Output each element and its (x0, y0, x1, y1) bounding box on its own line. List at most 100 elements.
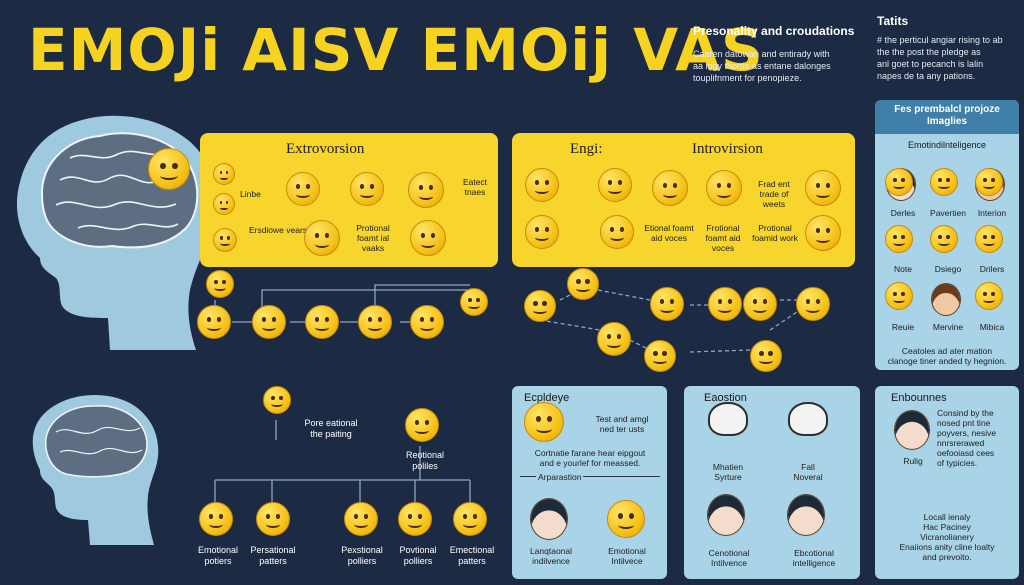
person-avatar-icon (530, 498, 568, 540)
panel-b-title: Eaostion (704, 392, 747, 404)
label-line: indilvence (532, 556, 570, 566)
panel-c-avatar-label: Rulig (903, 456, 923, 466)
text-line: poyvers, nesive (937, 428, 997, 438)
right-panel-label: Drilers (979, 264, 1005, 274)
emoji-face-icon (256, 502, 290, 536)
emoji-face-icon (607, 500, 645, 538)
emoji-face-icon (350, 172, 384, 206)
right-panel-footer: Ceatoles ad ater mation clanoge tiner an… (879, 346, 1015, 366)
label-line: the paiting (310, 429, 352, 439)
label-line: Intilvence (711, 558, 747, 568)
right-panel-label: Pavertien (930, 208, 966, 218)
label-line: polliers (403, 556, 433, 566)
header-line: Caaren datowan and entirady with (693, 49, 830, 59)
emoji-face-icon (652, 170, 688, 206)
extroversion-title: Extrovorsion (286, 141, 365, 157)
label-line: Emectional (449, 545, 495, 555)
text-line: Test and amgl (595, 414, 649, 424)
panel-b-label: Ebcotional intelligence (772, 548, 856, 568)
bottom-label-reotional: Reotional poliles (405, 450, 445, 471)
label-line: Povtional (399, 545, 437, 555)
emoji-face-icon (199, 502, 233, 536)
emoji-face-icon (750, 340, 782, 372)
extroversion-label: Eatect tnaes (462, 177, 488, 197)
text-line: ned ter usts (599, 424, 645, 434)
label-line: Lanqtaonal (529, 546, 573, 556)
label-line: Noveral (793, 472, 823, 482)
panel-enbounnes: Enbounnes Rulig Consind by the nosed pnt… (875, 386, 1019, 579)
header-line: anl goet to pecanch is lalin (877, 59, 984, 69)
emoji-face-icon (398, 502, 432, 536)
panel-c-text: Consind by the nosed pnt tine poyvers, n… (937, 408, 1017, 468)
text-line: Hac Paciney (923, 522, 971, 532)
emoji-face-icon (975, 225, 1003, 253)
emoji-face-icon (975, 282, 1003, 310)
header-line: the the post the pledge as (877, 47, 981, 57)
emoji-face-icon (358, 305, 392, 339)
header-line: touplifnment for penopieze. (693, 73, 802, 83)
emoji-face-icon (567, 268, 599, 300)
emoji-face-icon (975, 168, 1003, 196)
label-line: Mhatien (712, 462, 744, 472)
label-line: Persational (250, 545, 296, 555)
emoji-face-icon (405, 408, 439, 442)
text-line: and e yourlef for meassed. (539, 458, 641, 468)
label-line: Ebcotional (794, 548, 834, 558)
label-line: polliers (347, 556, 377, 566)
person-avatar-icon (787, 494, 825, 536)
emoji-face-icon (930, 168, 958, 196)
emoji-face-icon (305, 305, 339, 339)
person-avatar-icon (707, 494, 745, 536)
panel-b-label: Cenotional Intilvence (690, 548, 768, 568)
extroversion-panel: Extrovorsion Linbe Ersdiowe vears Protio… (200, 133, 498, 267)
emoji-face-icon (410, 220, 446, 256)
brain-shape-bottom (44, 405, 148, 478)
right-panel-label: Interion (977, 208, 1007, 218)
bottom-tree-label: Persational patters (245, 545, 301, 567)
introversion-label: Etional foamt aid voces (644, 223, 694, 243)
brain-icon (788, 402, 828, 436)
extroversion-label: Ersdiowe vears (248, 225, 308, 235)
emoji-face-icon (650, 287, 684, 321)
emoji-face-icon (524, 402, 564, 442)
emoji-face-icon (213, 163, 235, 185)
bottom-tree-label: Emotional potiers (190, 545, 246, 567)
label-line: Syrture (714, 472, 742, 482)
emoji-face-icon (708, 287, 742, 321)
panel-a-label: Lanqtaonal indilvence (516, 546, 586, 566)
emoji-face-icon (885, 225, 913, 253)
label-line: Cenotional (708, 548, 750, 558)
bottom-tree-label: Pexstional polliers (334, 545, 390, 567)
tree-lines-bottom (214, 420, 471, 502)
extroversion-label: Linbe (240, 189, 261, 199)
header-section-2: Tatits # the perticul angiar rising to a… (877, 14, 1017, 82)
bottom-tree-label: Emectional patters (444, 545, 500, 567)
introversion-title: Introvirsion (692, 141, 763, 157)
text-line: Cortnatie farane hear eipgout (534, 448, 646, 458)
label-line: potiers (204, 556, 232, 566)
emoji-face-icon (598, 168, 632, 202)
emoji-face-icon (525, 215, 559, 249)
panel-a-title: Ecpldeye (524, 392, 570, 404)
introversion-label: Protional foamid work (752, 223, 798, 243)
emoji-face-icon (213, 228, 237, 252)
right-panel-label: Note (894, 264, 912, 274)
emoji-face-icon (197, 305, 231, 339)
text-line: Locall ienaly (923, 512, 971, 522)
header-section-1: Presonality and croudations Caaren datow… (693, 24, 863, 84)
right-panel-heading: Fes prembalcl projoze Imaglies (894, 104, 1000, 127)
emoji-face-icon (252, 305, 286, 339)
panel-c-title: Enbounnes (891, 392, 947, 404)
emoji-face-icon (930, 225, 958, 253)
brain-icon (708, 402, 748, 436)
emoji-face-icon (304, 220, 340, 256)
panel-a-text1: Test and amgl ned ter usts (582, 414, 662, 434)
right-panel-label: Dsiego (934, 264, 962, 274)
emoji-face-icon (344, 502, 378, 536)
text-line: Consind by the (937, 408, 994, 418)
emoji-face-icon (408, 172, 444, 208)
introversion-title-left: Engi: (570, 141, 603, 157)
text-line: and prevoito. (922, 552, 972, 562)
footer-line: Ceatoles ad ater mation (901, 346, 993, 356)
panel-a-arrow-label: Arparastion (536, 472, 584, 482)
